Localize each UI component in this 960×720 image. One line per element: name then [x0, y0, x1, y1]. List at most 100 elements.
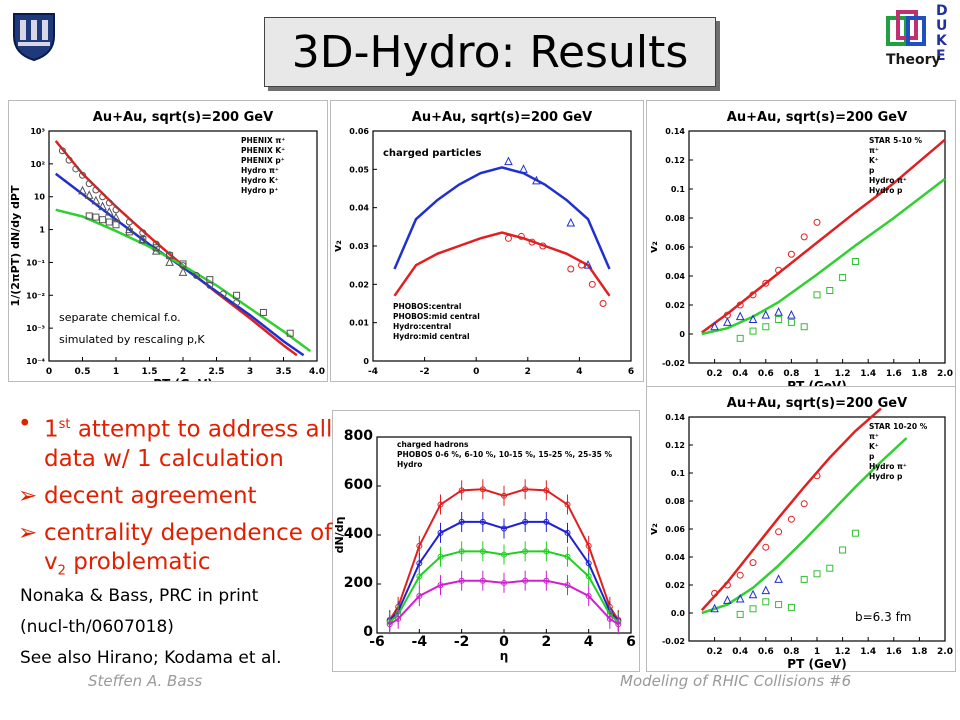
y-axis-label: v₂ [647, 523, 660, 535]
data-point [774, 307, 783, 316]
data-point [813, 291, 821, 299]
reference-line: (nucl-th/0607018) [20, 617, 174, 637]
data-point [749, 327, 757, 335]
y-axis-label: v₂ [331, 240, 344, 252]
y-tick-label: 0.06 [349, 127, 369, 136]
x-tick-label: 2 [525, 367, 531, 377]
y-axis-label: 1/(2πPT) dN/dy dPT [9, 185, 22, 306]
y-tick-label: 0.05 [349, 165, 369, 174]
x-tick-label: 0.8 [783, 647, 799, 657]
data-point [787, 310, 796, 319]
x-tick-label: 1.2 [835, 647, 851, 657]
legend-entry: Hydro K⁺ [241, 176, 279, 185]
y-tick-label: 10⁻² [26, 291, 45, 300]
reference-line: See also Hirano; Kodama et al. [20, 648, 282, 668]
data-point [259, 308, 267, 316]
data-point [437, 501, 444, 508]
x-tick-label: 1.2 [835, 369, 851, 379]
y-tick-label: 0 [679, 330, 685, 339]
x-tick-label: 6 [626, 634, 636, 650]
x-tick-label: 0.4 [732, 369, 748, 379]
data-point [139, 235, 147, 243]
data-point [787, 603, 795, 611]
data-point [748, 589, 758, 599]
chart-title: Au+Au, sqrt(s)=200 GeV [93, 110, 273, 125]
data-point [774, 574, 783, 583]
data-point [723, 581, 731, 589]
x-tick-label: 0.2 [707, 647, 723, 657]
x-tick-label: 0.6 [758, 369, 774, 379]
data-point [72, 165, 80, 173]
data-point [152, 244, 160, 252]
data-point [723, 595, 732, 604]
legend-entry: PHOBOS 0-6 %, 6-10 %, 10-15 %, 15-25 %, … [397, 450, 612, 459]
x-tick-label: 1.4 [860, 369, 876, 379]
y-tick-label: 0.06 [665, 243, 685, 252]
bullet-text: centrality dependence of v2 problematic [44, 519, 333, 579]
data-point [615, 621, 622, 628]
data-point [723, 317, 732, 326]
legend-entry: PHENIX p⁺ [241, 156, 285, 165]
data-point [517, 232, 525, 240]
x-tick-label: 3 [247, 367, 253, 377]
data-point [479, 548, 486, 555]
legend-entry: Hydro π⁺ [869, 176, 907, 185]
data-point [125, 228, 133, 236]
data-point [564, 501, 571, 508]
data-point [458, 487, 465, 494]
data-point [138, 234, 148, 244]
data-point [501, 551, 507, 558]
bullet-item: ➢ decent agreement [18, 482, 338, 511]
data-point [710, 321, 719, 331]
y-tick-label: 0.06 [665, 525, 685, 534]
x-tick-label: 1.4 [860, 647, 876, 657]
data-point [458, 577, 465, 584]
x-axis-label: PT (GeV) [153, 377, 212, 382]
data-point [566, 217, 576, 227]
data-point [479, 518, 486, 525]
bullet-item: • 1st attempt to address all data w/ 1 c… [18, 410, 338, 474]
data-point [504, 156, 513, 166]
data-point [851, 529, 859, 537]
data-point [112, 221, 120, 229]
data-point [787, 515, 795, 523]
x-tick-label: 0 [499, 634, 509, 650]
legend-entry: K⁺ [869, 442, 879, 451]
chart-v2-eta: Au+Au, sqrt(s)=200 GeV -4 -2 0 2 4 6 0 0.01 0.02 0… [330, 100, 644, 382]
data-point [437, 582, 444, 589]
data-point [564, 553, 571, 560]
y-tick-label: 400 [344, 526, 373, 542]
legend-entry: p [869, 166, 875, 175]
y-tick-label: 0.1 [671, 185, 686, 194]
data-point [219, 290, 227, 298]
data-point [606, 615, 613, 622]
data-point [501, 579, 507, 586]
logo-letter-e: E [936, 48, 946, 64]
data-point [583, 260, 593, 269]
data-point [775, 528, 783, 536]
x-tick-label: 4 [584, 634, 594, 650]
data-point [813, 570, 821, 578]
x-tick-label: 2.0 [937, 369, 953, 379]
logo-letter-d: D [936, 3, 948, 19]
logo-letter-k: K [936, 33, 947, 49]
logo-letter-u: U [936, 18, 948, 34]
bullet-item: ➢ centrality dependence of v2 problemati… [18, 519, 338, 586]
footer-title: Modeling of RHIC Collisions #6 [620, 672, 852, 690]
data-point [839, 546, 847, 554]
data-point [111, 212, 121, 222]
y-tick-label: 600 [344, 477, 373, 493]
slide-title-box: 3D-Hydro: Results [264, 17, 716, 87]
y-tick-label: 0.08 [665, 497, 685, 506]
data-point [79, 171, 86, 179]
y-tick-label: 10⁻¹ [26, 258, 45, 267]
bullet-list: • 1st attempt to address all data w/ 1 c… [18, 410, 338, 585]
y-axis-label: dN/dη [333, 517, 346, 554]
chart-annotation: simulated by rescaling p,K [59, 333, 205, 346]
data-point [800, 323, 808, 331]
data-point [762, 323, 770, 331]
x-tick-label: -2 [454, 634, 470, 650]
data-point [749, 605, 757, 613]
data-point [105, 218, 113, 226]
data-point [206, 276, 214, 284]
